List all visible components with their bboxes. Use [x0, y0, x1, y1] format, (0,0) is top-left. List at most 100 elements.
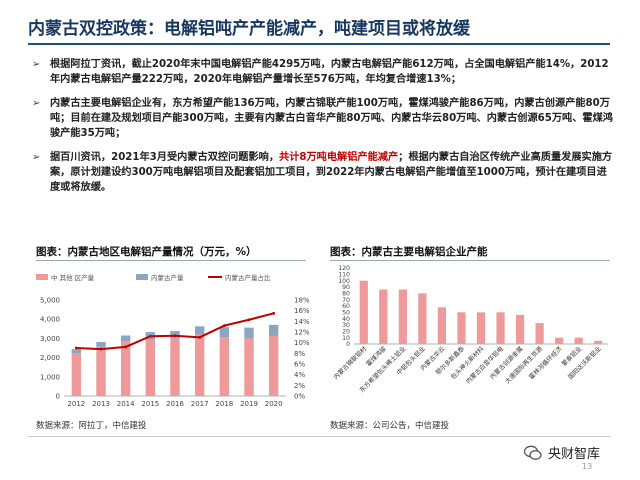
- y2-tick-label: 12%: [294, 329, 310, 337]
- slide-title: 内蒙古双控政策：电解铝吨产产能减产，吨建项目或将放缓: [28, 19, 470, 39]
- bullet-item: ➢ 据百川资讯，2021年3月受内蒙古双控问题影响，共计8万吨电解铝产能减产；根…: [32, 150, 614, 195]
- bar-other: [145, 339, 156, 396]
- y-tick-label: 100: [338, 278, 350, 285]
- title-divider: [28, 43, 610, 45]
- y-tick-label: 0: [346, 341, 350, 348]
- y2-tick-label: 0%: [294, 393, 305, 401]
- y-tick-label: 40: [342, 316, 350, 323]
- y-tick-label: 50: [342, 310, 350, 317]
- footer-divider: [28, 436, 610, 437]
- bar-other: [71, 353, 82, 396]
- bar-other: [268, 335, 279, 396]
- capacity-bar: [476, 312, 486, 344]
- capacity-bar: [359, 280, 368, 344]
- ratio-point: [222, 324, 226, 327]
- capacity-bar: [496, 312, 505, 344]
- y-tick-label: 30: [342, 322, 350, 329]
- y-tick-label: 0: [56, 393, 60, 401]
- x-tick-label: 2012: [67, 400, 85, 408]
- bar-other: [219, 337, 230, 396]
- y2-tick-label: 14%: [294, 318, 310, 326]
- bar-other: [96, 346, 106, 396]
- bar-other: [244, 338, 254, 396]
- bullet-text: 内蒙古主要电解铝企业有，东方希望产能136万吨，内蒙古锦联产能100万吨，霍煤鸿…: [50, 98, 613, 139]
- y2-tick-label: 10%: [294, 339, 310, 347]
- bar-other: [194, 334, 205, 396]
- right-chart-title: 图表：内蒙古主要电解铝企业产能: [330, 246, 488, 258]
- capacity-bar: [594, 340, 603, 344]
- enterprise-capacity-chart: 0102030405060708090100110120内蒙古锦联铝材霍煤鸿骏东…: [332, 265, 608, 394]
- bar-inner: [194, 326, 205, 335]
- y-tick-label: 110: [338, 272, 350, 279]
- bar-inner: [244, 327, 254, 339]
- bullet-highlight: 共计8万吨电解铝产能减产: [279, 152, 399, 163]
- y2-tick-label: 4%: [294, 371, 305, 379]
- bullet-text-post: ；根据内蒙古自治区传统产业高质量发展实施方案，原计划建设约300万吨电解铝项目及…: [50, 152, 613, 193]
- production-chart: 中 其他 区产量 内蒙古产量 内蒙古产量占比 0 1,000 2,000 3,000 4,00…: [36, 273, 310, 408]
- y-tick-label: 60: [342, 303, 350, 310]
- x-tick-label: 2015: [141, 400, 159, 408]
- x-tick-label: 内蒙古创源金属: [488, 345, 524, 381]
- right-chart-source: 数据来源：公司公告，中信建投: [330, 421, 450, 431]
- right-chart-divider: [330, 260, 610, 261]
- bar-other: [120, 341, 131, 396]
- y-tick-label: 4,000: [40, 316, 60, 324]
- bar-inner: [71, 349, 82, 354]
- x-tick-label: 国阳达沃斯铝业: [566, 345, 602, 381]
- capacity-bar: [379, 289, 388, 344]
- x-tick-label: 2017: [191, 400, 209, 408]
- ratio-point: [124, 345, 128, 349]
- y-tick-label: 2,000: [40, 354, 60, 362]
- bar-inner: [120, 335, 131, 342]
- bullet-list: ➢ 根据阿拉丁资讯，截止2020年末中国电解铝产能4295万吨，内蒙古电解铝产能…: [32, 57, 614, 204]
- x-tick-label: 内蒙古锦联铝材: [332, 345, 368, 381]
- y-tick-label: 120: [338, 265, 350, 272]
- x-tick-label: 2020: [265, 400, 283, 408]
- capacity-bar: [555, 337, 564, 344]
- brand-name: 央财智库: [548, 447, 601, 462]
- y-tick-label: 90: [342, 284, 350, 291]
- y-tick-label: 20: [342, 329, 350, 336]
- bar-other: [170, 338, 180, 396]
- y-tick-label: 5,000: [40, 297, 60, 305]
- y-tick-label: 3,000: [40, 335, 60, 343]
- x-tick-label: 包头神火新材料: [449, 345, 485, 381]
- capacity-bar: [457, 312, 466, 344]
- x-tick-label: 霍林河循环经济: [527, 344, 564, 381]
- capacity-bar: [418, 293, 427, 344]
- y2-tick-label: 8%: [294, 350, 305, 358]
- bar-inner: [268, 324, 279, 336]
- bullet-text-pre: 据百川资讯，2021年3月受内蒙古双控问题影响，: [50, 152, 280, 163]
- bullet-arrow-icon: ➢: [32, 98, 41, 109]
- y2-tick-label: 16%: [294, 307, 310, 315]
- legend-label-other: 中 其他 区产量: [51, 273, 95, 282]
- y2-tick-label: 6%: [294, 361, 305, 369]
- y2-tick-label: 2%: [294, 382, 305, 390]
- capacity-bar: [437, 307, 447, 344]
- legend-swatch-inner: [136, 274, 148, 280]
- left-chart-divider: [36, 260, 306, 261]
- left-chart-source: 数据来源：阿拉丁，中信建投: [36, 421, 147, 431]
- y2-tick-label: 18%: [294, 297, 310, 305]
- x-tick-label: 2018: [215, 400, 233, 408]
- bullet-arrow-icon: ➢: [32, 59, 41, 70]
- ratio-point: [173, 334, 177, 338]
- left-chart-title: 图表：内蒙古地区电解铝产量情况（万元，%）: [36, 246, 257, 258]
- wechat-logo-icon: [523, 445, 542, 461]
- bar-inner: [96, 342, 106, 347]
- bar-inner: [219, 327, 230, 338]
- y-tick-label: 1,000: [40, 373, 60, 381]
- legend-label-inner: 内蒙古产量: [151, 273, 184, 282]
- x-tick-label: 2013: [92, 400, 110, 408]
- bullet-arrow-icon: ➢: [32, 152, 41, 163]
- capacity-bar: [574, 337, 583, 344]
- x-tick-label: 2014: [117, 400, 135, 408]
- ratio-point: [99, 347, 103, 351]
- bullet-item: ➢ 内蒙古主要电解铝企业有，东方希望产能136万吨，内蒙古锦联产能100万吨，霍…: [32, 96, 614, 141]
- y-tick-label: 70: [342, 297, 350, 304]
- ratio-point: [74, 346, 78, 350]
- bullet-item: ➢ 根据阿拉丁资讯，截止2020年末中国电解铝产能4295万吨，内蒙古电解铝产能…: [32, 57, 614, 87]
- capacity-bar: [535, 323, 544, 344]
- legend-swatch-other: [36, 274, 48, 280]
- y-tick-label: 80: [342, 291, 350, 298]
